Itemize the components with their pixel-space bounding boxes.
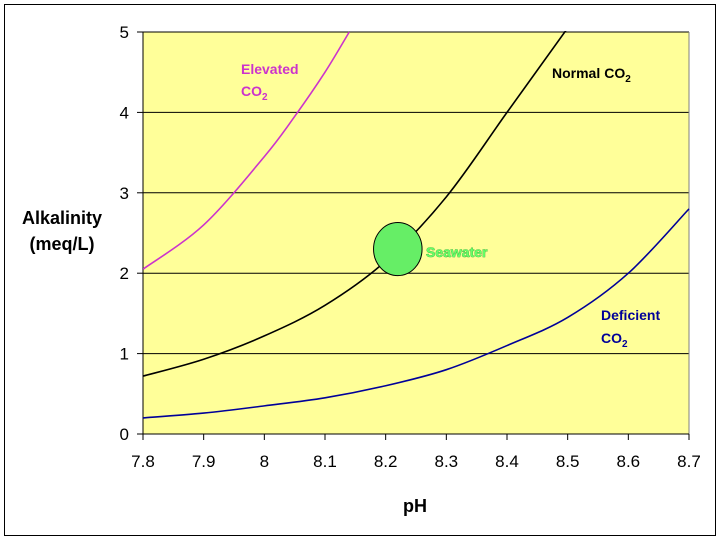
x-tick-label-8: 8.6	[617, 452, 641, 471]
axes	[142, 32, 689, 435]
x-tick-labels: 7.8 7.9 8 8.1 8.2 8.3 8.4 8.5 8.6 8.7	[131, 434, 701, 471]
elevated-co2-label-line-2: CO2	[241, 83, 268, 103]
deficient-co2-label-line-1: Deficient	[601, 307, 660, 323]
y-tick-label-5: 5	[120, 23, 129, 42]
deficient-co2-subscript: 2	[622, 339, 628, 350]
normal-co2-curve	[143, 31, 567, 377]
elevated-co2-subscript: 2	[262, 92, 268, 103]
x-tick-label-6: 8.4	[495, 452, 519, 471]
x-axis-label: pH	[403, 496, 427, 516]
deficient-co2-curve	[143, 208, 690, 419]
normal-co2-co-text: CO	[604, 65, 625, 81]
x-tick-label-4: 8.2	[374, 452, 398, 471]
x-tick-label-2: 8	[260, 452, 269, 471]
y-tick-label-4: 4	[120, 103, 129, 122]
elevated-co2-co-text: CO	[241, 83, 262, 99]
y-tick-label-0: 0	[120, 425, 129, 444]
x-tick-label-3: 8.1	[313, 452, 337, 471]
x-tick-label-7: 8.5	[556, 452, 580, 471]
x-tick-label-9: 8.7	[677, 452, 701, 471]
deficient-co2-co-text: CO	[601, 330, 622, 346]
x-tick-label-5: 8.3	[435, 452, 459, 471]
annotations	[373, 222, 423, 277]
x-tick-label-0: 7.8	[131, 452, 155, 471]
normal-co2-word: Normal	[552, 65, 600, 81]
gridlines	[143, 31, 690, 434]
deficient-co2-label-line-2: CO2	[601, 330, 628, 350]
y-axis-label-line-1: Alkalinity	[22, 208, 102, 228]
seawater-label: Seawater	[426, 244, 488, 260]
x-tick-label-1: 7.9	[192, 452, 216, 471]
elevated-co2-label-line-1: Elevated	[241, 61, 299, 77]
y-tick-label-2: 2	[120, 264, 129, 283]
series-lines	[143, 31, 690, 419]
y-tick-labels: 0 1 2 3 4 5	[120, 23, 143, 444]
normal-co2-subscript: 2	[625, 74, 631, 85]
seawater-ellipse	[373, 222, 423, 277]
y-tick-label-3: 3	[120, 184, 129, 203]
y-axis-label-line-2: (meq/L)	[30, 234, 95, 254]
y-tick-label-1: 1	[120, 345, 129, 364]
elevated-co2-curve	[143, 31, 350, 270]
normal-co2-label: Normal CO2	[552, 65, 631, 85]
